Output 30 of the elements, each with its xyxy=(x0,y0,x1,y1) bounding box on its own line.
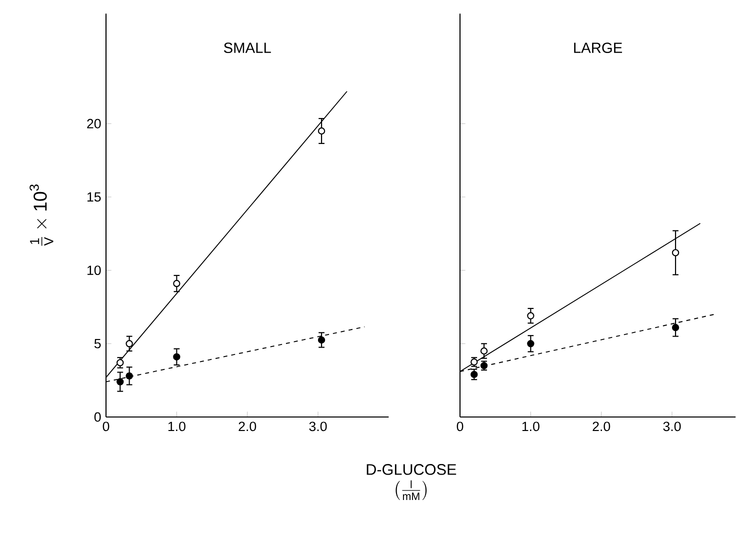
point xyxy=(173,280,180,288)
point xyxy=(527,312,534,320)
y-tick-label: 5 xyxy=(94,338,101,348)
y-tick-label: 15 xyxy=(87,192,101,202)
point xyxy=(527,340,534,348)
point xyxy=(116,378,124,386)
point xyxy=(126,372,133,380)
point xyxy=(480,347,488,355)
x-tick-label: 2.0 xyxy=(592,422,610,432)
y-tick-label: 20 xyxy=(87,118,101,128)
text: SMALL xyxy=(224,42,271,54)
x-tick-label: 3.0 xyxy=(663,422,681,432)
x-tick-label: 3.0 xyxy=(309,422,327,432)
x-axis-title: $\begin{array}{c}\text{D-GLUCOSE}\\ \left(\frac{\text{l}}{\text{mM}}\right)\end{array}$ xyxy=(366,464,456,500)
x-tick-label: 0 xyxy=(456,422,464,432)
point xyxy=(672,249,680,256)
point xyxy=(173,353,180,360)
point xyxy=(318,336,326,344)
point xyxy=(672,324,680,332)
x-tick-label: 0 xyxy=(102,422,110,432)
point xyxy=(318,127,326,135)
x-tick-label: 1.0 xyxy=(522,422,540,432)
y-axis-title: $\frac{\text{1}}{\text{V}}\times\text{10}^{\text{3}}$ xyxy=(30,184,54,246)
y-tick-label: 0 xyxy=(94,412,101,422)
point xyxy=(116,359,124,366)
x-tick-label: 2.0 xyxy=(238,422,256,432)
y-tick-label: 10 xyxy=(87,266,101,276)
text: LARGE xyxy=(574,42,622,54)
x-tick-label: 1.0 xyxy=(168,422,186,432)
point xyxy=(126,340,133,348)
